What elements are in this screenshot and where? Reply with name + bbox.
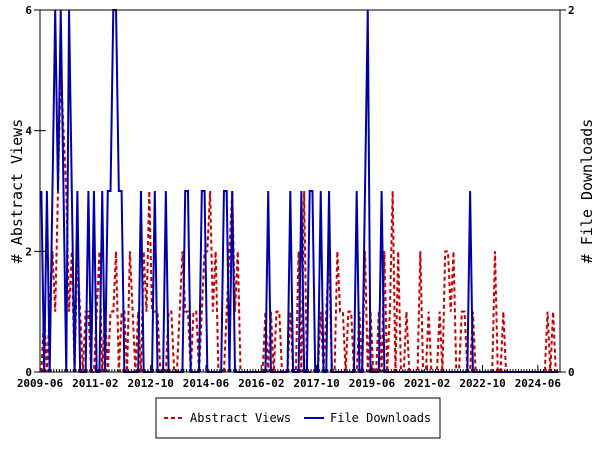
legend: Abstract Views File Downloads (155, 397, 441, 439)
y-left-axis-title: # Abstract Views (8, 119, 26, 264)
y-left-tick-label: 6 (25, 4, 32, 17)
plot-frame (39, 9, 561, 373)
x-tick-label: 2016-02 (238, 377, 284, 390)
x-tick-label: 2022-10 (459, 377, 505, 390)
x-tick-label: 2021-02 (404, 377, 450, 390)
legend-box (155, 397, 441, 439)
x-tick-label: 2017-10 (293, 377, 339, 390)
x-tick-label: 2024-06 (515, 377, 562, 390)
series-layer (40, 9, 559, 373)
y-right-tick-label: 2 (568, 4, 575, 17)
y-left-tick-label: 2 (25, 245, 32, 258)
y-left-tick-label: 4 (25, 125, 32, 138)
x-tick-label: 2019-06 (349, 377, 396, 390)
x-tick-label: 2012-10 (127, 377, 173, 390)
y-left-tick-label: 0 (25, 366, 32, 379)
y-right-tick-label: 0 (568, 366, 575, 379)
series-line-file-downloads (40, 9, 559, 373)
x-tick-label: 2009-06 (17, 377, 64, 390)
tick-layer: 2009-06 2011-02 2012-10 2014-06 2016-02 2017-… (17, 4, 575, 390)
x-tick-label: 2014-06 (183, 377, 230, 390)
y-right-axis-title: # File Downloads (578, 119, 596, 264)
x-tick-label: 2011-02 (72, 377, 118, 390)
legend-label-file-downloads: File Downloads (330, 411, 431, 425)
legend-label-abstract-views: Abstract Views (190, 411, 291, 425)
